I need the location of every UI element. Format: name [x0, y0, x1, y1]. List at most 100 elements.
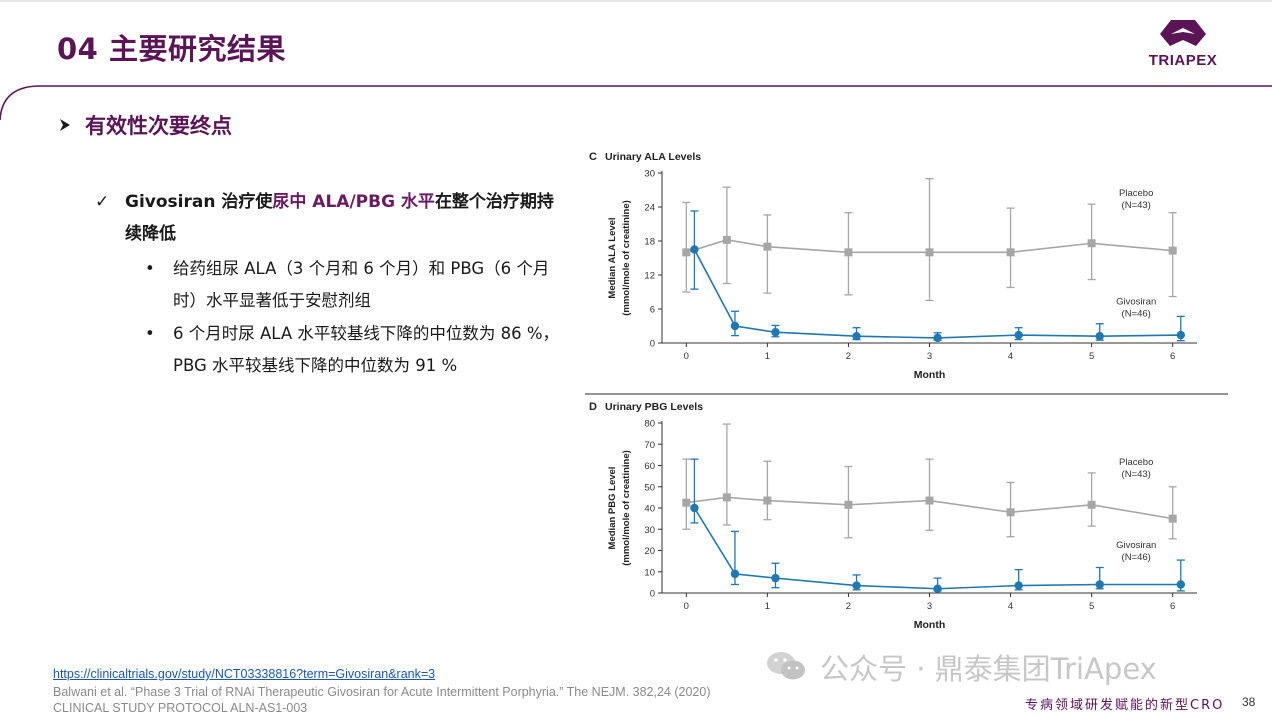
y-tick-label: 30 [644, 169, 655, 180]
sub-bullet-1: • 给药组尿 ALA（3 个月和 6 个月）和 PBG（6 个月时）水平显著低于… [145, 253, 565, 317]
y-tick-label: 0 [650, 339, 655, 350]
y-axis-label: Median PBG Level [607, 467, 618, 550]
bullet-dot-icon: • [145, 259, 155, 278]
givosiran-point [690, 245, 699, 254]
panel-letter: C [589, 151, 597, 163]
placebo-point [925, 496, 934, 505]
placebo-n-label: (N=43) [1122, 469, 1151, 480]
x-tick-label: 5 [1089, 601, 1094, 612]
x-tick-label: 2 [846, 601, 851, 612]
x-tick-label: 1 [765, 351, 770, 362]
placebo-label: Placebo [1119, 457, 1153, 468]
header-divider [0, 85, 1272, 121]
section-heading-text: 有效性次要终点 [85, 114, 232, 138]
givosiran-n-label: (N=46) [1122, 552, 1151, 563]
placebo-point [925, 248, 934, 257]
y-tick-label: 30 [644, 525, 655, 536]
sub-bullet-text: 给药组尿 ALA（3 个月和 6 个月）和 PBG（6 个月时）水平显著低于安慰… [173, 259, 550, 310]
x-tick-label: 1 [765, 601, 770, 612]
placebo-series-line [686, 239, 1173, 254]
x-tick-label: 6 [1170, 351, 1175, 362]
y-axis-label-unit: (mmol/mole of creatinine) [621, 450, 632, 566]
main-bullet-text: Givosiran 治疗使尿中 ALA/PBG 水平在整个治疗期持续降低 [125, 186, 565, 250]
y-tick-label: 10 [644, 567, 655, 578]
x-tick-label: 0 [684, 601, 689, 612]
main-bullet-part2: 在整个治疗期持续降低 [125, 192, 554, 244]
y-tick-label: 18 [644, 237, 655, 248]
givosiran-point [1014, 581, 1023, 590]
givosiran-point [1176, 330, 1185, 340]
chart-title: Urinary ALA Levels [605, 151, 701, 163]
y-tick-label: 12 [644, 271, 655, 282]
givosiran-point [852, 581, 861, 590]
givosiran-point [933, 333, 942, 343]
placebo-point [682, 248, 691, 257]
givosiran-series-line [693, 249, 1181, 339]
bullet-dot-icon: • [145, 324, 155, 343]
x-tick-label: 3 [927, 351, 932, 362]
placebo-label: Placebo [1119, 188, 1153, 199]
y-tick-label: 0 [650, 589, 655, 600]
givosiran-point [852, 332, 861, 341]
placebo-point [1006, 508, 1015, 517]
placebo-point [1168, 514, 1177, 523]
x-axis-label: Month [914, 619, 946, 631]
x-axis-label: Month [914, 369, 946, 381]
protocol-text: CLINICAL STUDY PROTOCOL ALN-AS1-003 [53, 701, 308, 715]
x-tick-label: 6 [1170, 601, 1175, 612]
placebo-point [763, 496, 772, 505]
givosiran-point [1095, 580, 1104, 589]
y-tick-label: 40 [644, 504, 655, 515]
y-axis-label: Median ALA Level [607, 217, 618, 298]
clinicaltrials-link[interactable]: https://clinicaltrials.gov/study/NCT0333… [53, 667, 436, 681]
main-bullet-highlight: 尿中 ALA/PBG 水平 [272, 192, 435, 212]
placebo-series-line [686, 496, 1173, 520]
placebo-point [844, 500, 853, 509]
givosiran-point [771, 573, 780, 583]
y-tick-label: 24 [644, 203, 655, 214]
y-tick-label: 20 [644, 546, 655, 557]
givosiran-point [730, 321, 740, 331]
main-bullet-part1: Givosiran 治疗使 [125, 192, 273, 212]
checkmark-icon: ✓ [95, 192, 110, 212]
arrow-right-icon [57, 114, 77, 138]
x-tick-label: 4 [1008, 601, 1013, 612]
top-border-line [0, 0, 1272, 2]
panel-letter: D [589, 401, 597, 413]
placebo-point [722, 493, 731, 502]
givosiran-point [690, 503, 699, 513]
x-tick-label: 5 [1089, 351, 1094, 362]
sub-bullet-text: 6 个月时尿 ALA 水平较基线下降的中位数为 86 %，PBG 水平较基线下降… [173, 324, 560, 375]
main-bullet: ✓ Givosiran 治疗使尿中 ALA/PBG 水平在整个治疗期持续降低 [95, 186, 565, 250]
footer-tagline: 专病领域研发赋能的新型CRO [1025, 698, 1225, 713]
placebo-point [1168, 246, 1177, 255]
y-axis-label-unit: (mmol/mole of creatinine) [621, 200, 632, 316]
section-heading: 有效性次要终点 [57, 110, 232, 140]
placebo-point [1087, 500, 1096, 509]
x-tick-label: 2 [846, 351, 851, 362]
givosiran-n-label: (N=46) [1122, 308, 1151, 319]
givosiran-point [1014, 330, 1023, 340]
triapex-logo-icon [1160, 20, 1206, 46]
page-number: 38 [1242, 695, 1256, 709]
watermark-text: 公众号 · 鼎泰集团TriApex [820, 652, 1157, 686]
placebo-point [682, 498, 691, 507]
y-tick-label: 50 [644, 482, 655, 493]
sub-bullet-2: • 6 个月时尿 ALA 水平较基线下降的中位数为 86 %，PBG 水平较基线… [145, 318, 565, 382]
givosiran-point [771, 328, 780, 337]
placebo-point [722, 235, 731, 244]
x-tick-label: 3 [927, 601, 932, 612]
chart-urinary-pbg: D Urinary PBG Levels 0 10 20 30 40 50 60 70 80 0 1 2 3… [585, 393, 1228, 631]
wechat-icon [767, 652, 805, 680]
givosiran-series-line [693, 507, 1181, 590]
x-tick-label: 4 [1008, 351, 1013, 362]
chart-title: Urinary PBG Levels [605, 401, 703, 413]
placebo-n-label: (N=43) [1122, 200, 1151, 211]
y-tick-label: 80 [644, 419, 655, 430]
y-tick-label: 60 [644, 461, 655, 472]
citation-text: Balwani et al. “Phase 3 Trial of RNAi Th… [53, 685, 711, 699]
givosiran-point [730, 569, 740, 579]
givosiran-point [1176, 580, 1185, 589]
y-tick-label: 6 [650, 305, 655, 316]
